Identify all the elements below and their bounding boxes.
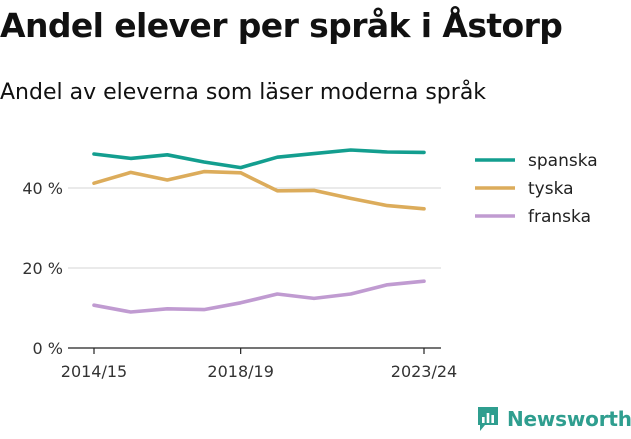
series-line-franska [92,279,426,314]
chart-title: Andel elever per språk i Åstorp [0,6,563,45]
legend-label-spanska: spanska [528,151,598,171]
legend-label-tyska: tyska [528,179,574,199]
series-lines [92,148,426,314]
logo-text: Newsworthy [507,407,631,431]
legend: spanska tyska franska [475,151,598,227]
grid-lines [68,187,441,349]
x-tick-label: 2018/19 [207,362,273,381]
x-tick-label: 2023/24 [391,362,457,381]
y-tick-label: 40 % [22,179,63,198]
y-tick-label: 0 % [33,339,63,358]
chart-subtitle: Andel av eleverna som läser moderna språ… [0,80,487,105]
legend-label-franska: franska [528,207,591,227]
newsworthy-bar-chart-icon [478,407,498,431]
x-tick-label: 2014/15 [61,362,127,381]
series-line-tyska [92,169,426,211]
y-tick-label: 20 % [22,259,63,278]
y-axis-ticks: 0 % 20 % 40 % [22,179,63,358]
newsworthy-logo: Newsworthy [476,405,631,433]
series-line-spanska [92,148,426,170]
x-axis: 2014/15 2018/19 2023/24 [61,348,457,381]
